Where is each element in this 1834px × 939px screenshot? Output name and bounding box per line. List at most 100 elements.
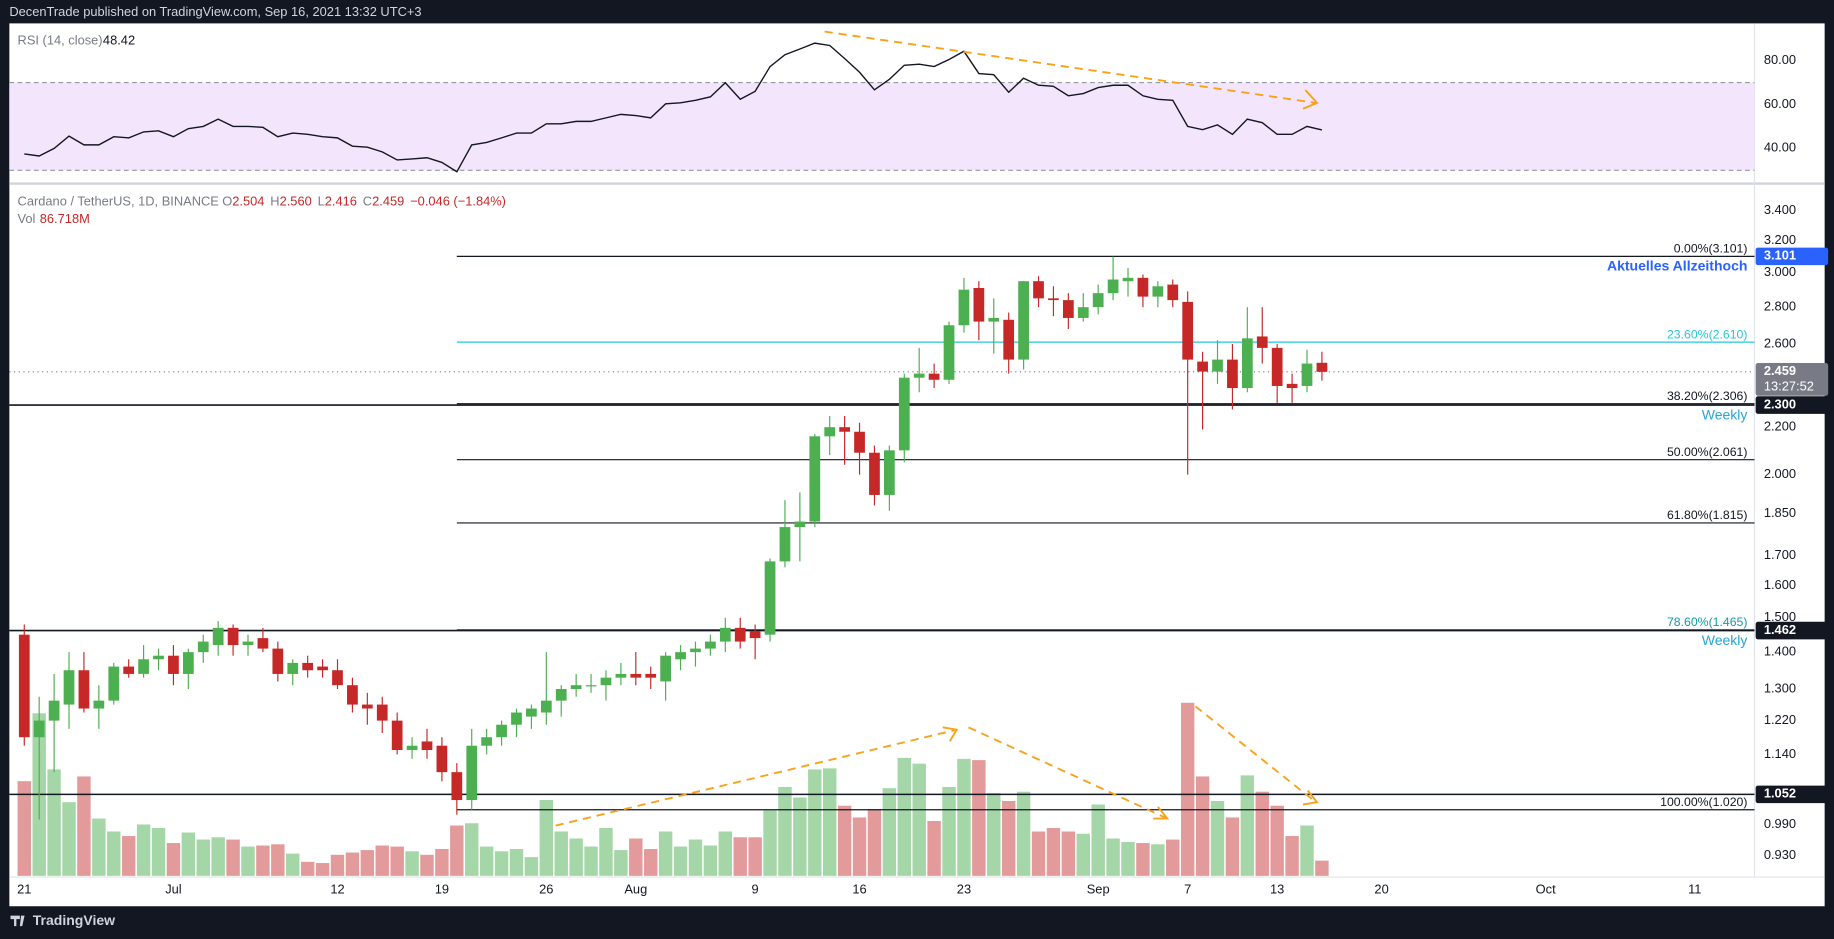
volume-bar — [435, 849, 449, 876]
candle-body — [734, 627, 746, 642]
volume-bar — [226, 839, 240, 876]
y-tick-label: 0.990 — [1764, 816, 1796, 831]
volume-bar — [987, 792, 1001, 876]
candle-body — [242, 641, 254, 646]
ohlc-value: 2.416 — [325, 194, 357, 209]
candle-body — [197, 641, 209, 653]
volume-bar — [1031, 831, 1046, 876]
volume-bar — [390, 846, 404, 876]
publish-header: DecenTrade published on TradingView.com,… — [9, 4, 421, 19]
candle-body — [1256, 336, 1268, 348]
volume-bar — [151, 827, 166, 876]
candle-body — [854, 431, 865, 453]
price-box — [1755, 247, 1829, 266]
volume-bar — [539, 799, 554, 876]
y-tick-label: 1.500 — [1764, 609, 1796, 624]
candle-body — [48, 700, 60, 721]
volume-bar — [733, 837, 747, 876]
x-tick-label: 20 — [1374, 881, 1388, 896]
candle-body — [33, 720, 45, 738]
candle-body — [1301, 363, 1313, 386]
volume-bar — [808, 769, 822, 876]
volume-bar — [494, 851, 509, 876]
rsi-band — [9, 82, 1755, 171]
price-box-label: 1.462 — [1764, 622, 1796, 637]
fib-label: 61.80%(1.815) — [1667, 508, 1747, 522]
volume-bar — [1016, 791, 1031, 876]
y-tick-label: 1.700 — [1764, 547, 1796, 562]
volume-bar — [1046, 827, 1061, 876]
rsi-pane — [9, 42, 1755, 173]
volume-bar — [107, 831, 121, 876]
x-tick-label: Oct — [1536, 881, 1556, 896]
candle-body — [496, 724, 507, 738]
rsi-tick-label: 80.00 — [1764, 52, 1796, 67]
volume-bar — [256, 845, 270, 876]
candle-body — [809, 436, 821, 522]
price-box — [1755, 621, 1829, 640]
footer-brand: TradingView — [33, 912, 115, 928]
trend-annotations — [555, 30, 1319, 827]
candle-body — [168, 655, 179, 674]
volume-value: 86.718M — [40, 211, 90, 226]
volume-bar — [509, 849, 524, 876]
candle-body — [839, 427, 850, 432]
y-tick-label: 3.000 — [1764, 264, 1796, 279]
volume-bar — [1061, 831, 1076, 876]
candle-body — [585, 685, 597, 687]
fib-label: 38.20%(2.306) — [1667, 389, 1747, 403]
x-tick-label: 16 — [852, 881, 866, 896]
volume-bar — [673, 846, 688, 876]
candle-body — [1077, 307, 1089, 318]
volume-bar — [1195, 776, 1210, 876]
price-box — [1755, 396, 1829, 414]
ohlc-value: 2.459 — [372, 194, 404, 209]
candle-body — [511, 712, 522, 725]
rsi-trendline — [824, 30, 1316, 104]
volume-bar — [479, 846, 494, 876]
candle-body — [675, 652, 686, 660]
price-box — [1755, 363, 1829, 396]
volume-bar — [1001, 800, 1016, 876]
fib-label: 100.00%(1.020) — [1660, 795, 1747, 809]
volume-bar — [658, 831, 673, 876]
ohlc-value: 2.504 — [232, 194, 264, 209]
candle-body — [973, 287, 985, 322]
rsi-name: RSI (14, close) — [18, 32, 103, 47]
y-tick-label: 1.140 — [1764, 746, 1796, 761]
candle-body — [1182, 301, 1194, 360]
volume-bar — [554, 831, 568, 876]
volume-bar — [763, 810, 777, 876]
volume-bar — [77, 776, 91, 876]
volume-bar — [644, 849, 658, 876]
ohlc-key: H — [270, 194, 279, 209]
candle-body — [212, 627, 224, 646]
candle-body — [287, 662, 299, 674]
volume-bar — [1180, 702, 1195, 876]
y-tick-label: 1.220 — [1764, 712, 1796, 727]
x-tick-label: 7 — [1184, 881, 1191, 896]
candle-body — [794, 521, 806, 528]
candle-body — [376, 704, 388, 721]
x-tick-label: Sep — [1087, 881, 1110, 896]
y-tick-label: 1.300 — [1764, 680, 1796, 695]
candle-body — [540, 700, 552, 713]
candle-body — [153, 655, 164, 660]
candle-body — [138, 659, 149, 674]
candle-body — [332, 670, 343, 686]
price-box-label: 1.052 — [1764, 786, 1796, 801]
rsi-line — [24, 42, 1323, 173]
candle-body — [1286, 383, 1298, 389]
candle-body — [361, 704, 373, 709]
candle-body — [1212, 359, 1223, 372]
y-tick-label: 0.930 — [1764, 847, 1796, 862]
chart-area — [9, 23, 1825, 907]
level-note: Weekly — [1702, 632, 1748, 648]
candle-body — [1241, 338, 1253, 389]
candle-body — [943, 325, 955, 380]
volume-bar — [867, 809, 882, 876]
volume-bar — [614, 850, 628, 876]
arrowhead — [942, 726, 959, 742]
volume-bar — [1136, 843, 1150, 876]
